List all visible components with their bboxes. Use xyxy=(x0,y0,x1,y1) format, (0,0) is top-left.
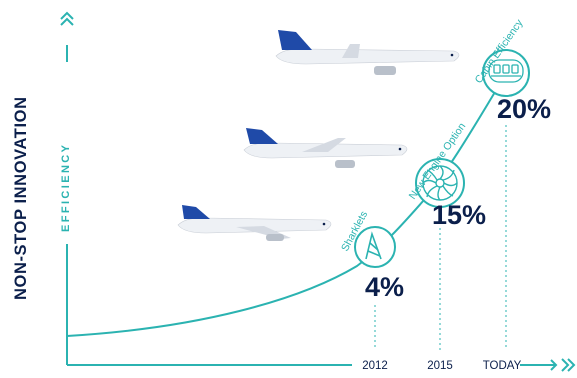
aircraft-top-icon xyxy=(275,30,460,75)
y-axis-title: NON-STOP INNOVATION xyxy=(12,96,30,300)
efficiency-curve xyxy=(66,91,496,337)
milestone-circle-engine xyxy=(415,158,465,208)
aircraft-lower-icon xyxy=(177,205,332,241)
milestone-value-cabin: 20% xyxy=(497,94,551,124)
sharklet-wingtip-icon xyxy=(365,231,382,260)
x-axis xyxy=(67,358,576,372)
milestone-value-sharklets: 4% xyxy=(365,272,404,302)
double-chevron-up-icon xyxy=(60,11,74,26)
double-chevron-right-icon xyxy=(561,358,576,372)
arrow-head-icon xyxy=(550,359,558,371)
milestone-circle-sharklets xyxy=(354,226,396,268)
milestone-value-engine: 15% xyxy=(432,200,486,230)
engine-fan-icon xyxy=(422,165,458,201)
cabin-seats-icon xyxy=(488,59,524,83)
year-guides xyxy=(374,125,507,350)
aircraft-middle-icon xyxy=(243,128,408,168)
y-axis-subtitle: EFFICIENCY xyxy=(60,142,72,232)
x-tick-today: TODAY xyxy=(483,360,522,372)
milestone-circle-cabin xyxy=(482,49,530,97)
x-tick-2015: 2015 xyxy=(427,360,453,372)
y-axis xyxy=(60,11,74,365)
x-tick-2012: 2012 xyxy=(362,360,388,372)
